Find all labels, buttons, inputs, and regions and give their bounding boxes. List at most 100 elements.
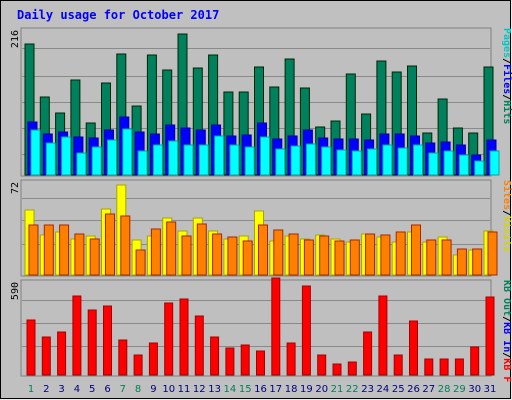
bar-sites-day-15 xyxy=(242,240,253,276)
bar-pages-day-28 xyxy=(443,150,454,176)
bar-kb-f-day-15 xyxy=(240,344,250,376)
bar-sites-day-23 xyxy=(365,233,376,276)
bar-sites-day-19 xyxy=(303,239,314,276)
bar-sites-day-1 xyxy=(28,224,39,276)
bar-sites-day-11 xyxy=(181,235,192,276)
bar-kb-f-day-30 xyxy=(470,346,480,376)
bar-pages-day-18 xyxy=(290,145,301,176)
bar-kb-f-day-29 xyxy=(454,358,464,376)
bar-pages-day-8 xyxy=(137,150,148,176)
legend-files: Files xyxy=(501,64,512,94)
x-tick-label-day-10: 10 xyxy=(162,384,175,395)
bar-kb-f-day-14 xyxy=(225,347,235,376)
bar-pages-day-23 xyxy=(367,148,378,176)
legend-separator: / xyxy=(501,210,512,216)
bar-pages-day-3 xyxy=(61,136,72,176)
x-tick-label-day-19: 19 xyxy=(300,384,313,395)
legend-hits: Hits xyxy=(501,100,512,124)
x-tick-label-day-16: 16 xyxy=(254,384,267,395)
x-tick-label-day-15: 15 xyxy=(239,384,252,395)
bar-pages-day-27 xyxy=(428,152,439,176)
legend-visits-panel: Sites/Visits xyxy=(501,180,512,252)
x-tick-label-day-28: 28 xyxy=(438,384,451,395)
x-tick-label-day-12: 12 xyxy=(193,384,206,395)
bar-pages-day-19 xyxy=(305,143,316,176)
bar-kb-f-day-1 xyxy=(26,319,36,376)
bar-pages-day-22 xyxy=(351,150,362,176)
bar-sites-day-12 xyxy=(196,223,207,276)
bar-pages-day-15 xyxy=(244,146,255,176)
x-tick-label-day-27: 27 xyxy=(422,384,435,395)
bar-kb-f-day-13 xyxy=(210,336,220,376)
bar-sites-day-7 xyxy=(120,215,131,276)
bar-kb-f-day-26 xyxy=(409,320,418,376)
legend-hits-panel: Pages/Files/Hits xyxy=(501,28,512,124)
bar-pages-day-20 xyxy=(321,146,332,176)
bar-kb-f-day-19 xyxy=(301,285,311,376)
x-tick-label-day-21: 21 xyxy=(331,384,344,395)
bar-kb-f-day-2 xyxy=(41,336,51,376)
bar-pages-day-4 xyxy=(76,152,87,176)
bar-kb-f-day-20 xyxy=(317,354,327,376)
x-axis-labels: 1 2 3 4 5 6 7 8 9 10 11 12 13 14 15 16 17 18 19 20 21 22 23 24 2… xyxy=(28,384,497,395)
bar-kb-f-day-4 xyxy=(72,295,82,376)
bar-sites-day-3 xyxy=(59,224,70,276)
bar-pages-day-16 xyxy=(260,136,270,176)
legend-separator: / xyxy=(501,94,512,100)
bar-sites-day-27 xyxy=(426,239,437,276)
bar-pages-day-13 xyxy=(214,135,225,176)
legend-kb-out: KB Out xyxy=(501,280,512,316)
bar-sites-day-5 xyxy=(89,238,100,276)
bar-kb-f-day-9 xyxy=(148,342,158,376)
bar-kb-f-day-10 xyxy=(164,302,174,376)
x-tick-label-day-1: 1 xyxy=(28,384,34,395)
legend-sites: Sites xyxy=(501,180,512,210)
bar-sites-day-18 xyxy=(288,233,299,276)
bar-kb-f-day-23 xyxy=(363,331,373,376)
x-tick-label-day-5: 5 xyxy=(89,384,95,395)
bar-sites-day-9 xyxy=(150,228,161,276)
bar-sites-day-17 xyxy=(273,229,284,276)
bar-sites-day-31 xyxy=(487,231,498,276)
bar-sites-day-22 xyxy=(349,239,360,276)
bar-pages-day-6 xyxy=(107,139,117,176)
bar-layer xyxy=(24,33,500,376)
x-tick-label-day-18: 18 xyxy=(285,384,298,395)
legend-visits: Visits xyxy=(501,216,512,252)
x-tick-label-day-29: 29 xyxy=(453,384,466,395)
bar-pages-day-30 xyxy=(474,160,485,176)
chart-title: Daily usage for October 2017 xyxy=(17,8,219,22)
bar-kb-f-day-17 xyxy=(271,277,281,376)
bar-pages-day-10 xyxy=(168,140,179,176)
x-tick-label-day-3: 3 xyxy=(58,384,64,395)
bar-sites-day-26 xyxy=(411,224,421,276)
bar-pages-day-12 xyxy=(198,144,209,176)
bar-kb-f-day-12 xyxy=(194,315,204,376)
bar-pages-day-31 xyxy=(489,150,500,176)
legend-separator: / xyxy=(501,352,512,358)
bar-pages-day-29 xyxy=(458,154,469,176)
bar-sites-day-10 xyxy=(166,221,177,276)
bar-sites-day-20 xyxy=(319,235,330,276)
bar-sites-day-28 xyxy=(441,239,452,276)
x-tick-label-day-26: 26 xyxy=(407,384,420,395)
visits-ymax-label: 72 xyxy=(10,182,21,194)
legend-kb-in: KB In xyxy=(501,322,512,352)
bar-sites-day-4 xyxy=(74,233,85,276)
bar-sites-day-2 xyxy=(43,224,54,276)
bar-kb-f-day-21 xyxy=(332,363,342,376)
legend-pages: Pages xyxy=(501,28,512,58)
x-tick-label-day-20: 20 xyxy=(315,384,328,395)
x-tick-label-day-7: 7 xyxy=(120,384,126,395)
x-tick-label-day-14: 14 xyxy=(224,384,237,395)
x-tick-label-day-22: 22 xyxy=(346,384,359,395)
bar-pages-day-24 xyxy=(382,144,393,176)
x-tick-label-day-25: 25 xyxy=(392,384,405,395)
bar-sites-day-25 xyxy=(395,231,406,276)
bar-kb-f-day-11 xyxy=(179,298,189,376)
x-tick-label-day-9: 9 xyxy=(150,384,156,395)
hits-ymax-label: 216 xyxy=(10,30,21,48)
x-tick-label-day-13: 13 xyxy=(208,384,221,395)
